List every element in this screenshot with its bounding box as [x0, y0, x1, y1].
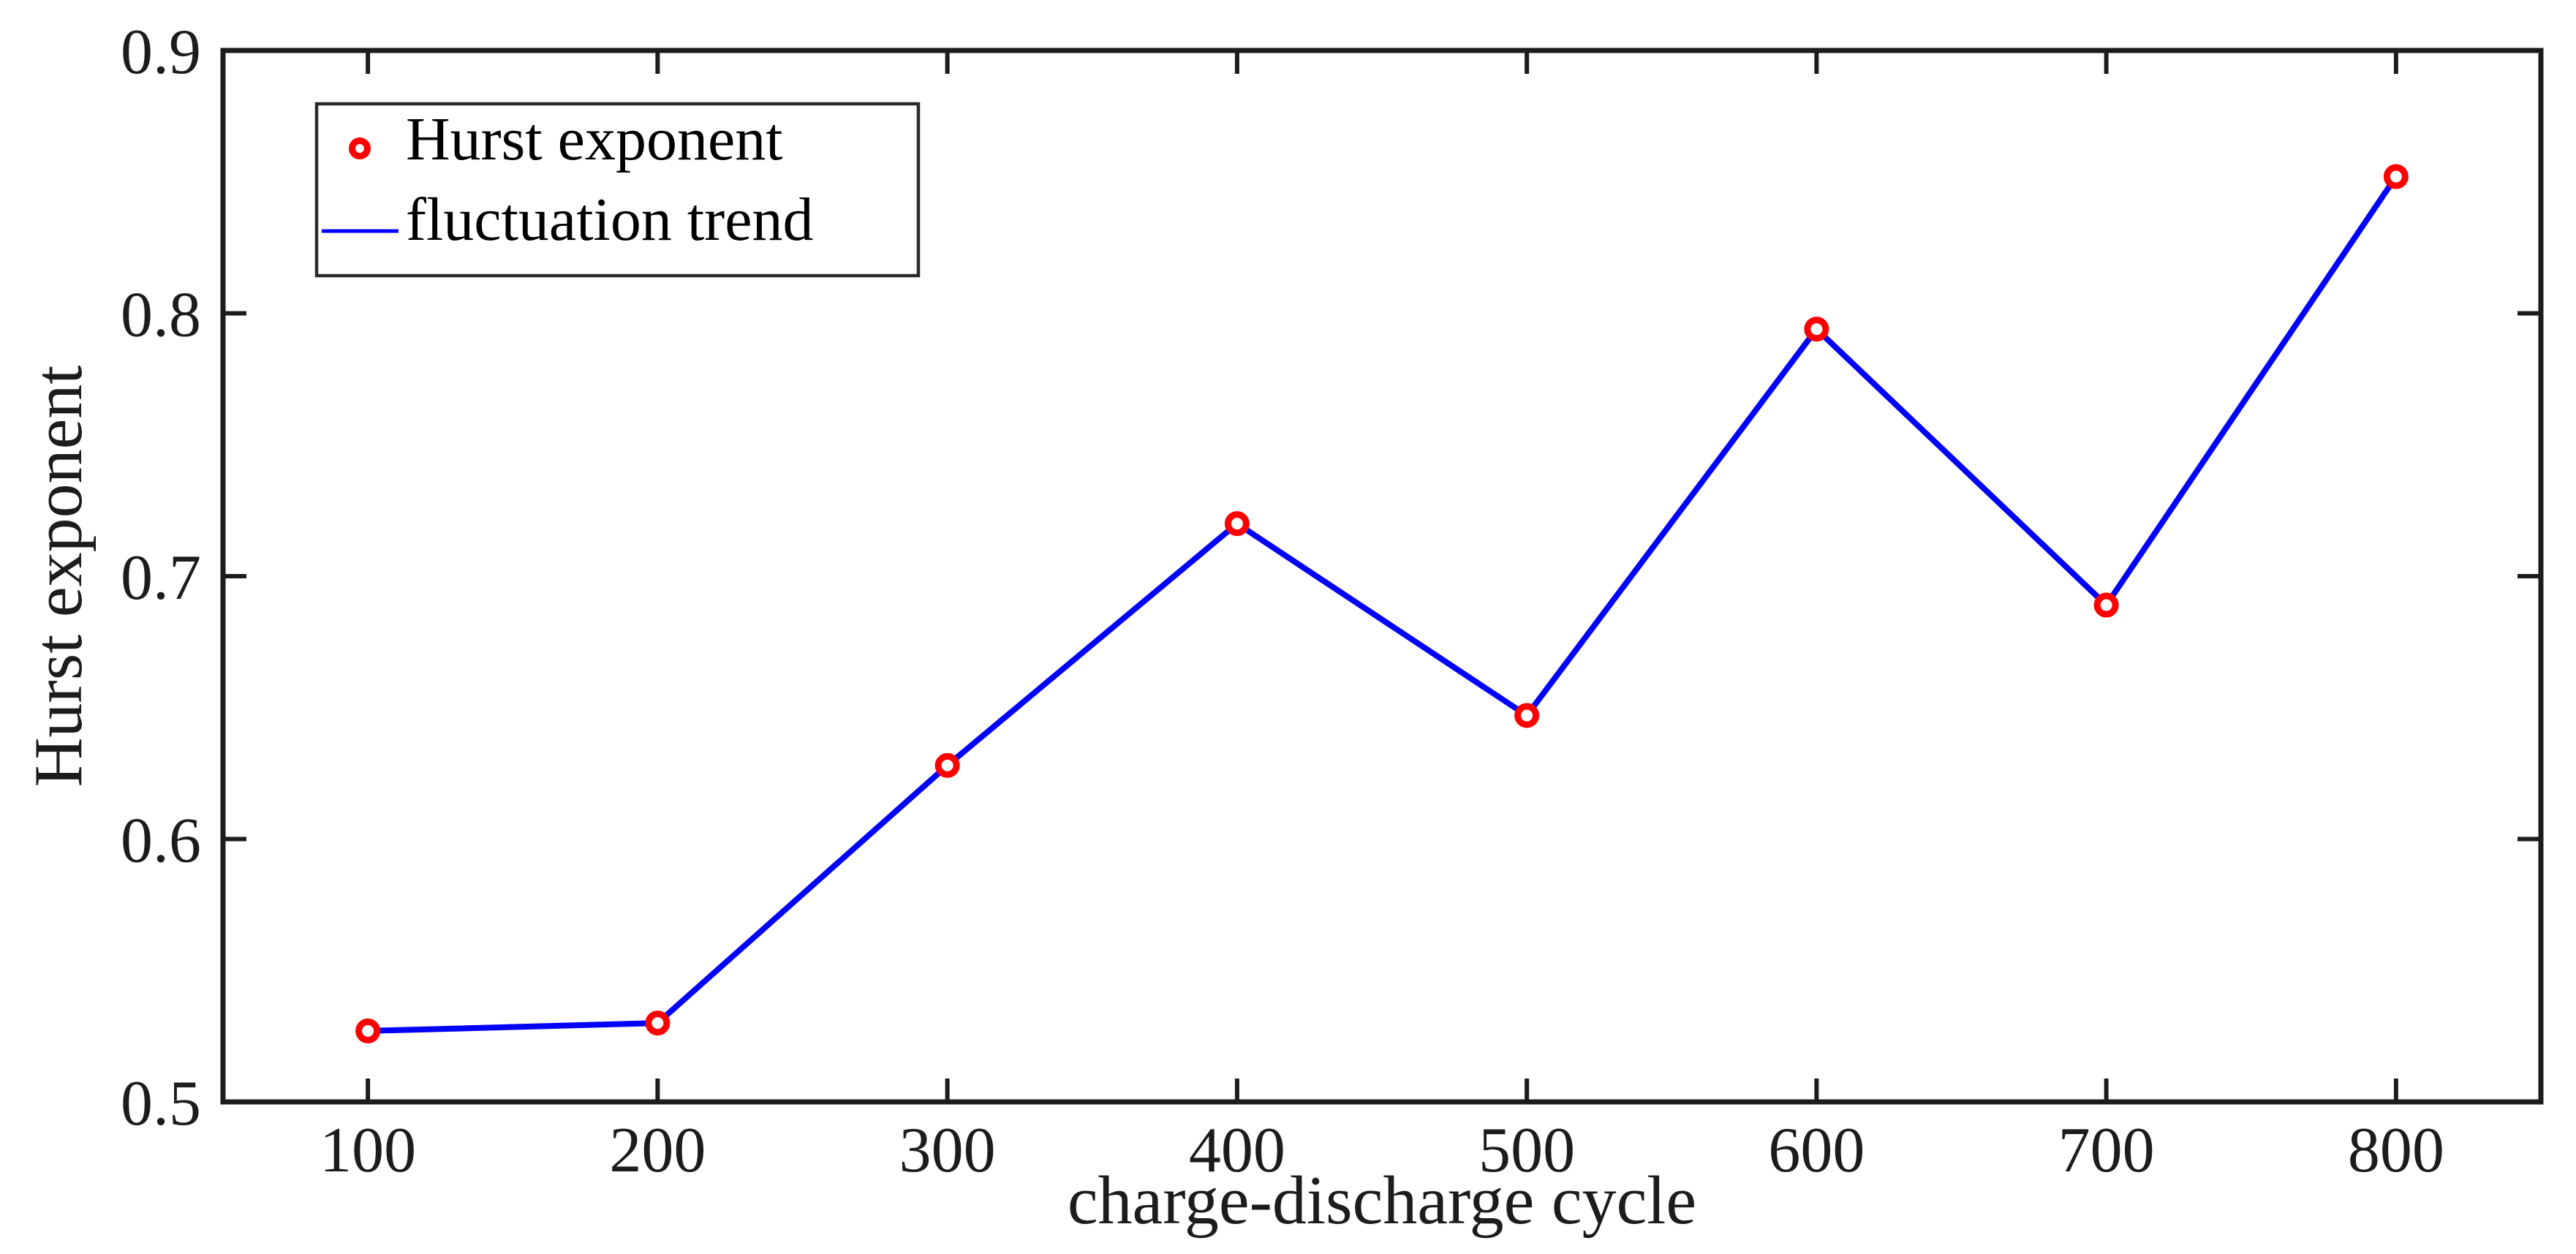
x-tick-label: 400: [1189, 1115, 1285, 1186]
y-tick-label: 0.7: [121, 543, 201, 613]
x-tick-label: 100: [320, 1115, 416, 1186]
x-tick-label: 800: [2348, 1115, 2444, 1186]
x-tick-label: 600: [1768, 1115, 1865, 1186]
axis-tick-labels: 100 200 300 400 500 600 700 800 0.5 0.6 0.7 0.8 0.9: [121, 17, 2444, 1186]
hurst-data-point: [934, 752, 960, 778]
legend-marker-icon: [349, 137, 371, 159]
x-tick-label: 500: [1478, 1115, 1575, 1186]
y-axis-label: Hurst exponent: [20, 366, 97, 787]
hurst-data-point: [355, 1018, 381, 1043]
hurst-data-point: [1514, 703, 1540, 728]
axis-ticks: [223, 48, 2541, 1104]
hurst-data-point: [645, 1011, 671, 1036]
hurst-data-point: [2093, 592, 2119, 618]
legend-entry-fluctuation-trend: fluctuation trend: [406, 186, 813, 254]
y-tick-label: 0.9: [121, 17, 201, 88]
hurst-data-point: [1224, 511, 1250, 537]
legend-box: [314, 102, 921, 278]
fluctuation-trend-line: [365, 173, 2399, 1034]
y-tick-label: 0.6: [121, 806, 201, 877]
y-tick-label: 0.8: [121, 280, 201, 351]
x-tick-label: 700: [2058, 1115, 2155, 1186]
hurst-data-point: [2383, 164, 2409, 189]
x-axis-label: charge-discharge cycle: [1068, 1163, 1696, 1239]
x-tick-label: 200: [609, 1115, 706, 1186]
x-tick-label: 300: [899, 1115, 996, 1186]
data-series: [355, 164, 2409, 1043]
legend: Hurst exponent fluctuation trend: [314, 102, 921, 278]
legend-entry-hurst-exponent: Hurst exponent: [406, 105, 783, 173]
hurst-data-point: [1804, 317, 1829, 342]
y-tick-label: 0.5: [121, 1068, 201, 1139]
